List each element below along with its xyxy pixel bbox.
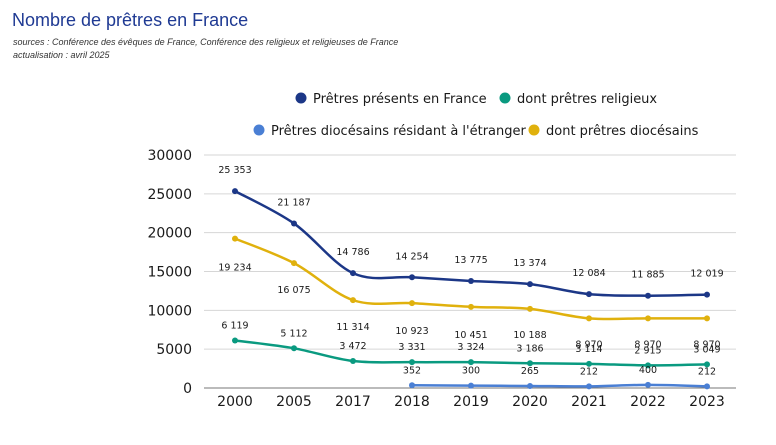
data-label: 10 188 [513, 330, 546, 341]
data-label: 3 331 [398, 342, 425, 353]
series-line [410, 383, 709, 388]
x-tick-label: 2021 [571, 394, 607, 410]
legend-label: dont prêtres religieux [517, 92, 657, 107]
data-point [645, 362, 651, 369]
data-label: 8 970 [634, 339, 661, 350]
data-label: 3 186 [516, 343, 543, 354]
data-point [468, 382, 474, 389]
x-tick-label: 2022 [630, 394, 666, 410]
data-label: 5 112 [280, 328, 307, 339]
data-point [291, 345, 297, 352]
data-label: 8 970 [693, 339, 720, 350]
data-point [232, 235, 238, 242]
data-label: 400 [639, 365, 657, 376]
x-tick-label: 2023 [689, 394, 725, 410]
data-point [468, 303, 474, 310]
data-label: 14 254 [395, 251, 428, 262]
x-tick-label: 2005 [276, 394, 312, 410]
data-point [586, 291, 592, 298]
data-point [468, 359, 474, 366]
data-label: 3 114 [575, 344, 602, 355]
data-point [586, 360, 592, 367]
x-tick-label: 2018 [394, 394, 430, 410]
legend-label: Prêtres diocésains résidant à l'étranger [271, 124, 526, 139]
legend-marker [499, 92, 511, 104]
update-note: actualisation : avril 2025 [13, 50, 110, 60]
data-point [704, 291, 710, 298]
data-point [586, 315, 592, 322]
data-point [586, 383, 592, 390]
data-label: 3 049 [693, 344, 720, 355]
y-tick-label: 0 [183, 381, 192, 397]
x-tick-label: 2000 [217, 394, 253, 410]
legend-marker [253, 124, 265, 136]
y-tick-label: 20000 [147, 226, 192, 242]
data-label: 2 915 [634, 345, 661, 356]
data-label: 12 019 [690, 269, 723, 280]
data-point [409, 274, 415, 281]
data-label: 212 [580, 366, 598, 377]
data-point [291, 220, 297, 227]
y-tick-label: 5000 [156, 342, 192, 358]
data-label: 300 [462, 366, 480, 377]
data-label: 12 084 [572, 268, 605, 279]
data-label: 13 775 [454, 255, 487, 266]
data-point [232, 337, 238, 344]
data-point [350, 270, 356, 277]
data-point [291, 260, 297, 267]
data-point [409, 300, 415, 307]
data-label: 3 324 [457, 342, 484, 353]
data-label: 8 970 [575, 339, 602, 350]
legend-marker [295, 92, 307, 104]
y-tick-label: 30000 [147, 148, 192, 164]
x-tick-label: 2020 [512, 394, 548, 410]
x-tick-label: 2017 [335, 394, 371, 410]
data-point [409, 382, 415, 389]
data-label: 11 314 [336, 322, 369, 333]
data-label: 11 885 [631, 270, 664, 281]
data-label: 16 075 [277, 285, 310, 296]
data-label: 212 [698, 366, 716, 377]
data-point [527, 382, 533, 389]
data-point [704, 315, 710, 322]
data-point [350, 358, 356, 365]
data-point [645, 381, 651, 388]
data-point [350, 297, 356, 304]
data-label: 10 451 [454, 330, 487, 341]
data-point [527, 305, 533, 312]
legend-marker [528, 124, 540, 136]
y-tick-label: 25000 [147, 187, 192, 203]
data-point [409, 359, 415, 366]
data-point [527, 281, 533, 288]
data-point [468, 278, 474, 285]
data-label: 352 [403, 365, 421, 376]
x-tick-label: 2019 [453, 394, 489, 410]
data-point [704, 383, 710, 390]
data-point [527, 360, 533, 367]
data-label: 3 472 [339, 341, 366, 352]
chart-title: Nombre de prêtres en France [12, 10, 249, 30]
data-label: 13 374 [513, 258, 546, 269]
y-tick-label: 15000 [147, 265, 192, 281]
legend-label: dont prêtres diocésains [546, 124, 699, 139]
data-point [645, 315, 651, 322]
sources-note: sources : Conférence des évêques de Fran… [13, 37, 399, 47]
data-label: 19 234 [218, 263, 251, 274]
data-label: 10 923 [395, 326, 428, 337]
y-tick-label: 10000 [147, 303, 192, 319]
data-point [704, 361, 710, 368]
data-point [232, 188, 238, 195]
data-label: 6 119 [221, 320, 248, 331]
data-label: 14 786 [336, 247, 369, 258]
data-point [645, 292, 651, 299]
data-label: 21 187 [277, 197, 310, 208]
data-label: 25 353 [218, 165, 251, 176]
legend-label: Prêtres présents en France [313, 92, 487, 107]
data-label: 265 [521, 366, 539, 377]
